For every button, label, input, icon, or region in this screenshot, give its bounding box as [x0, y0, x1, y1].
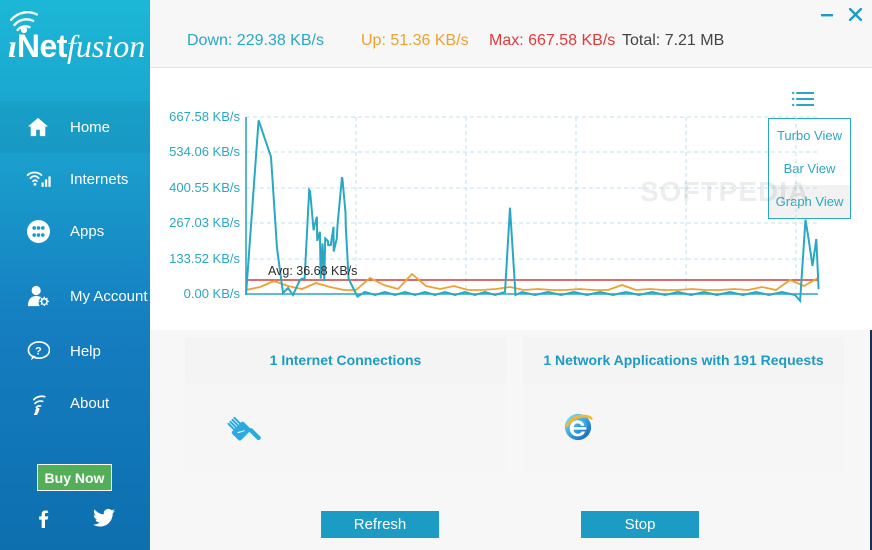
svg-text:0.00 KB/s: 0.00 KB/s — [184, 286, 241, 301]
svg-text:667.58 KB/s: 667.58 KB/s — [169, 109, 240, 124]
svg-text:133.52 KB/s: 133.52 KB/s — [169, 251, 240, 266]
svg-text:267.03 KB/s: 267.03 KB/s — [169, 215, 240, 230]
svg-text:?: ? — [34, 345, 41, 357]
svg-text:400.55 KB/s: 400.55 KB/s — [169, 180, 240, 195]
svg-text:534.06 KB/s: 534.06 KB/s — [169, 144, 240, 159]
